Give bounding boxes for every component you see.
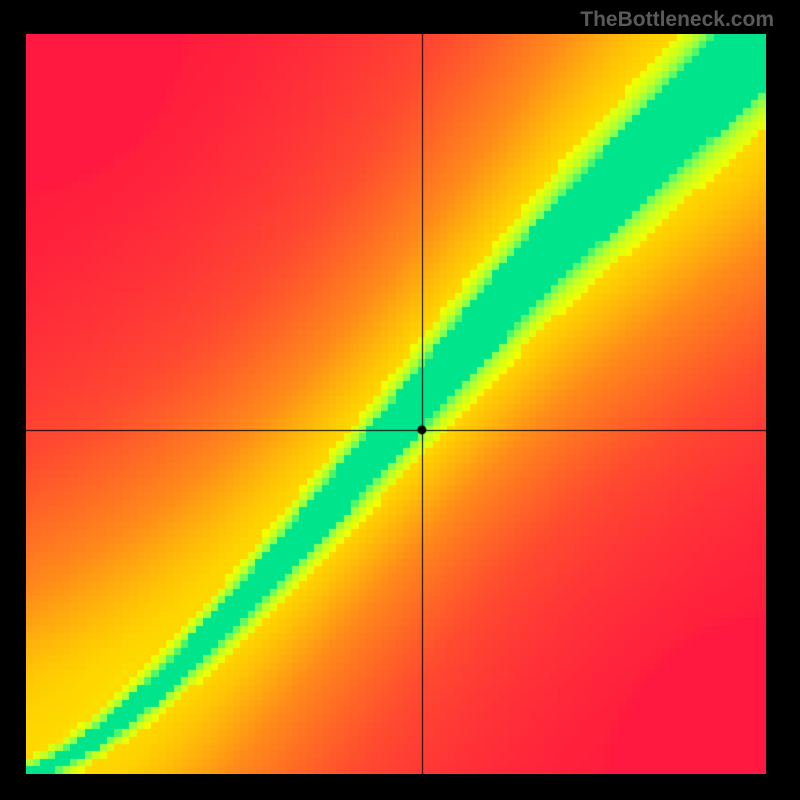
watermark-text: TheBottleneck.com: [580, 8, 774, 32]
bottleneck-heatmap: [26, 34, 766, 774]
